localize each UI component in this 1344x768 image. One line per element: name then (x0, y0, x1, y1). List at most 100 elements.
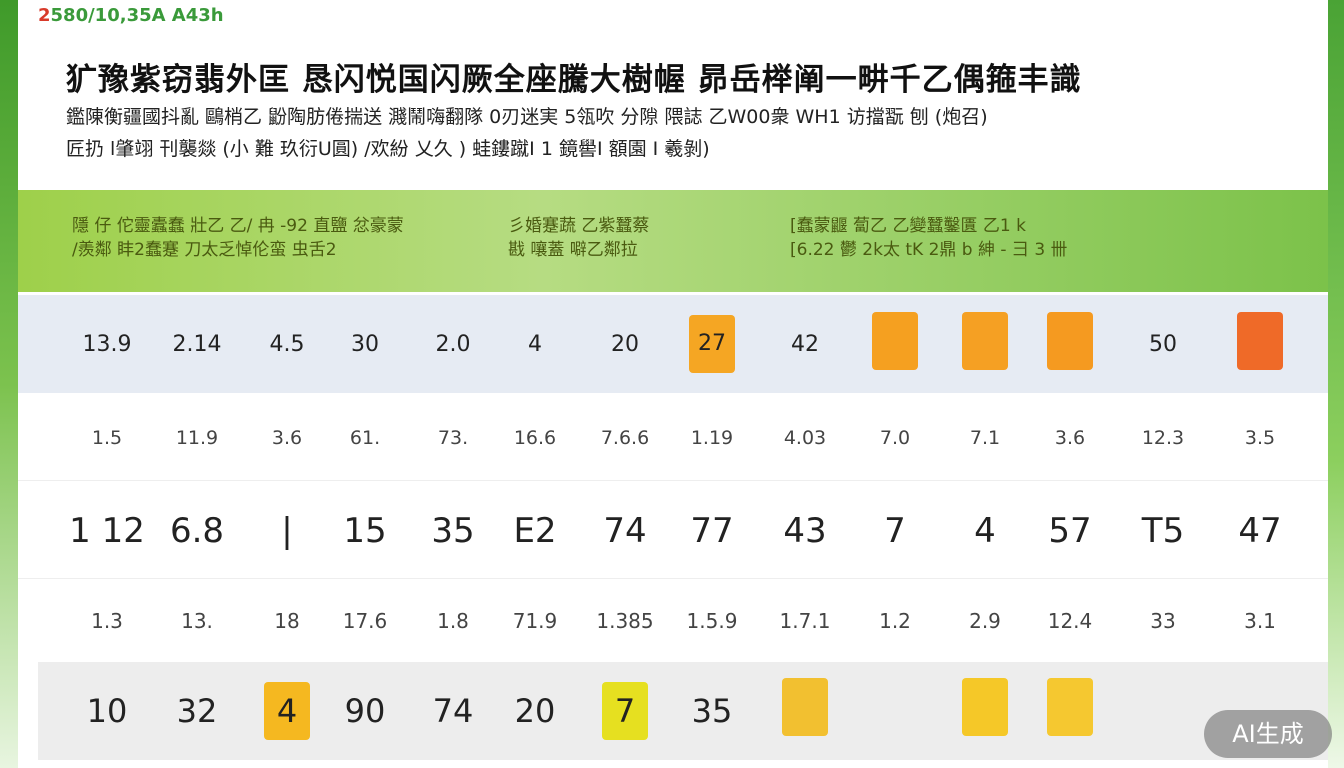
table-cell: 47 (1238, 510, 1282, 551)
table-cell: 1.5.9 (686, 609, 738, 633)
table-cell: 2.0 (435, 331, 471, 357)
table-cell: 35 (691, 692, 733, 730)
color-block (962, 312, 1008, 370)
table-cell: 7.6.6 (600, 426, 650, 449)
table-cell: 17.6 (342, 609, 388, 633)
band-text: 彡婚蹇蔬 乙紫蠶蔡 (508, 216, 650, 236)
color-block (1047, 678, 1093, 736)
band-group-3: [蠢蒙鼴 蔔乙 乙變蠶鑿匱 乙1 k [6.22 鬱 2k太 tK 2鼎 b 紳 … (790, 214, 1068, 262)
color-block (1047, 312, 1093, 370)
table-cell: 35 (431, 510, 475, 551)
page: 2580/10,35A A43h 犷豫紫窃翡外匡 恳闪悦国闪厥全座騰大樹幄 昴岳… (18, 0, 1328, 768)
table-cell: 4 (974, 510, 996, 551)
table-row: 13.9 2.14 4.5 30 2.0 4 20 27 42 50 (18, 295, 1328, 393)
table-cell: 1.3 (91, 609, 123, 633)
table-cell: 2.14 (172, 331, 222, 357)
table-cell: 6.8 (169, 510, 225, 551)
table-cell: 16.6 (513, 426, 557, 449)
table-row: 1.5 11.9 3.6 61. 73. 16.6 7.6.6 1.19 4.03 7.0 7.1 3… (18, 395, 1328, 481)
band-text: /羨鄰 盽2蠢蹇 刀太乏悼伦蛮 虫舌2 (72, 240, 337, 260)
color-block: 27 (689, 315, 735, 373)
table-cell: 57 (1048, 510, 1092, 551)
table-cell (872, 312, 918, 376)
table-cell: 50 (1149, 331, 1177, 357)
subtitle-line-2: 匠扔 l肇翊 刊襲燚 (小 難 玖衍U圓) /欢紛 乂久 ) 蛙鏤蹴I 1 鏡嚳… (66, 138, 710, 160)
color-block: 4 (264, 682, 310, 740)
table-cell: 20 (611, 331, 639, 357)
table-cell: 20 (514, 692, 556, 730)
table-row: 1 12 6.8 | 15 35 E2 74 77 43 7 4 57 T5 47 (18, 483, 1328, 579)
table-cell: 7.0 (879, 426, 911, 449)
table-cell: 2.9 (969, 609, 1001, 633)
table-cell: 4 (528, 331, 542, 357)
table-cell (1047, 678, 1093, 744)
table-cell: 4.03 (783, 426, 827, 449)
table-cell: 4 (264, 682, 310, 740)
header-code: 2580/10,35A A43h (38, 5, 224, 26)
table-cell: 42 (791, 331, 819, 357)
table-cell (782, 678, 828, 744)
table-cell: 7.1 (969, 426, 1001, 449)
table-cell: 61. (349, 426, 381, 449)
table-cell: 15 (343, 510, 387, 551)
table-cell: 7 (884, 510, 906, 551)
color-block (782, 678, 828, 736)
table-cell: 90 (344, 692, 386, 730)
table-cell (1047, 312, 1093, 376)
band-group-1: 隱 仔 佗靈蠹蠢 壯乙 乙/ 冉 -92 直鹽 忿豪蒙/羨鄰 盽2蠢蹇 刀太乏悼… (72, 214, 404, 262)
color-block: 7 (602, 682, 648, 740)
table-cell: 10 (86, 692, 128, 730)
page-title: 犷豫紫窃翡外匡 恳闪悦国闪厥全座騰大樹幄 昴岳榉阐一畊千乙偶箍丰識 (66, 62, 1082, 98)
table-row: 10 32 4 90 74 20 7 35 (38, 662, 1328, 760)
table-cell: 4.5 (269, 331, 305, 357)
table-cell: 43 (783, 510, 827, 551)
table-cell: 1.7.1 (779, 609, 831, 633)
color-block (872, 312, 918, 370)
subtitle-line-1: 鑑陳衡疆國抖亂 鷗梢乙 鼢陶肪倦揣送 濺鬧嗨翻隊 0刃迷実 5瓴吹 分隙 隈誌 … (66, 106, 988, 128)
table-cell: 1 12 (69, 510, 145, 551)
code-text: 580/10,35A A43h (50, 5, 224, 26)
band-group-2: 彡婚蹇蔬 乙紫蠶蔡戡 嚷蓋 噼乙鄰拉 (508, 214, 649, 262)
table-cell: 3.5 (1244, 426, 1276, 449)
table-cell: 1.5 (91, 426, 123, 449)
table-cell: 3.1 (1244, 609, 1276, 633)
table-cell: 77 (690, 510, 734, 551)
band-text: 戡 嚷蓋 噼乙鄰拉 (508, 240, 638, 260)
table-cell: T5 (1141, 510, 1185, 551)
table-cell: 3.6 (1054, 426, 1086, 449)
table-cell: 1.8 (437, 609, 469, 633)
table-row: 1.3 13. 18 17.6 1.8 71.9 1.385 1.5.9 1.7.1 1.2 2.9… (18, 581, 1328, 661)
table-cell: 1.385 (596, 609, 654, 633)
table-cell: E2 (513, 510, 557, 551)
table-cell: 71.9 (512, 609, 558, 633)
table-cell: 74 (603, 510, 647, 551)
table-cell: 33 (1150, 609, 1176, 633)
table-cell (1237, 312, 1283, 376)
color-block (1237, 312, 1283, 370)
table-cell: 1.2 (879, 609, 911, 633)
table-cell: 32 (176, 692, 218, 730)
right-green-border (1328, 0, 1344, 768)
ai-generated-badge: AI生成 (1204, 710, 1332, 758)
color-block (962, 678, 1008, 736)
table-cell (962, 678, 1008, 744)
table-cell: 13.9 (82, 331, 132, 357)
table-cell: 3.6 (271, 426, 303, 449)
left-green-border (0, 0, 18, 768)
table-cell: 12.4 (1047, 609, 1093, 633)
table-cell: | (281, 510, 293, 551)
table-cell: 30 (351, 331, 379, 357)
band-text: [蠢蒙鼴 蔔乙 乙變蠶鑿匱 乙1 k (790, 216, 1026, 236)
band-text: 隱 仔 佗靈蠹蠢 壯乙 乙/ 冉 -92 直鹽 忿豪蒙 (72, 216, 404, 236)
band-text: [6.22 鬱 2k太 tK 2鼎 b 紳 - 彐 3 卌 (790, 240, 1068, 260)
table-cell (962, 312, 1008, 376)
code-red: 2 (38, 5, 51, 26)
table-cell: 13. (181, 609, 213, 633)
table-cell: 27 (689, 315, 735, 373)
table-cell: 12.3 (1141, 426, 1185, 449)
table-cell: 73. (437, 426, 469, 449)
table-cell: 1.19 (690, 426, 734, 449)
table-cell: 74 (432, 692, 474, 730)
table-cell: 7 (602, 682, 648, 740)
table-cell: 11.9 (175, 426, 219, 449)
